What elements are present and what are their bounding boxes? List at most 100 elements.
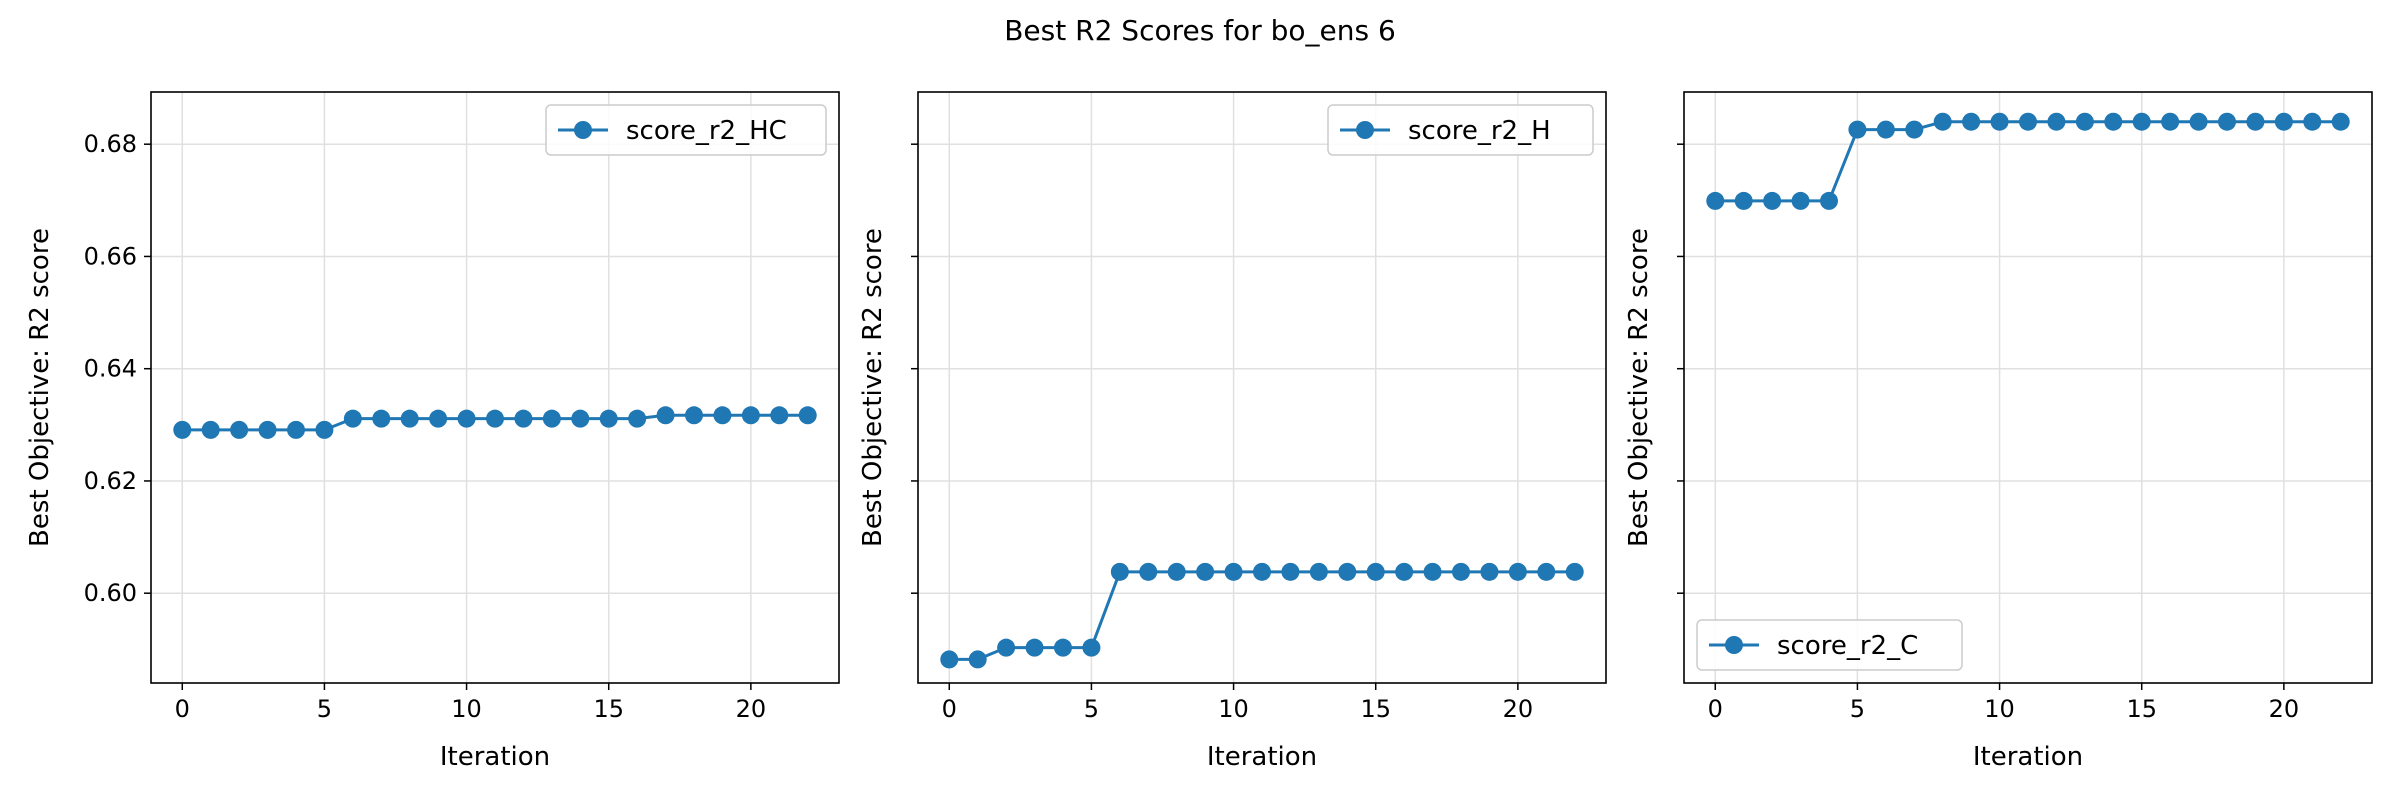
legend-box — [545, 104, 827, 156]
data-point — [286, 420, 305, 439]
chart-panel-1: 0 5 10 15 20 0.60 0.62 0.64 0.66 0.68 Iteration Bes… — [25, 91, 840, 772]
data-point — [1395, 562, 1414, 581]
legend-label: score_r2_HC — [626, 116, 787, 146]
data-point — [1819, 191, 1838, 210]
data-point — [1734, 191, 1753, 210]
plot-frame — [1683, 91, 2373, 684]
legend-marker — [574, 121, 592, 139]
series-line — [1715, 120, 2341, 203]
data-point — [173, 420, 192, 439]
data-point — [1905, 120, 1924, 139]
x-tick-label: 5 — [317, 695, 332, 723]
data-point — [343, 409, 362, 428]
data-point — [315, 420, 334, 439]
y-tick-label: 0.68 — [84, 130, 137, 158]
legend-marker — [1356, 121, 1374, 139]
y-axis-label: Best Objective: R2 score — [1624, 228, 1654, 547]
legend-box — [1327, 104, 1594, 156]
data-point — [2132, 112, 2151, 131]
data-point — [1990, 112, 2009, 131]
data-point — [372, 409, 391, 428]
data-point — [2104, 112, 2123, 131]
x-tick-label: 5 — [1850, 695, 1865, 723]
x-tick-label: 20 — [1503, 695, 1534, 723]
x-tick-label: 0 — [942, 695, 957, 723]
data-point — [429, 409, 448, 428]
data-point — [1452, 562, 1471, 581]
data-point — [685, 406, 704, 425]
x-tick-label: 10 — [451, 695, 482, 723]
data-point — [770, 406, 789, 425]
data-point — [400, 409, 419, 428]
legend-label: score_r2_H — [1408, 116, 1551, 146]
data-point — [1876, 120, 1895, 139]
data-point — [571, 409, 590, 428]
x-axis-label: Iteration — [1973, 742, 2083, 772]
y-tick-label: 0.60 — [84, 579, 137, 607]
data-point — [1224, 562, 1243, 581]
x-tick-label: 20 — [736, 695, 767, 723]
data-point — [1053, 638, 1072, 657]
data-point — [1480, 562, 1499, 581]
data-point — [1423, 562, 1442, 581]
y-tick-label: 0.62 — [84, 467, 137, 495]
data-point — [2075, 112, 2094, 131]
data-point — [656, 406, 675, 425]
data-point — [2218, 112, 2237, 131]
data-point — [628, 409, 647, 428]
x-tick-label: 15 — [593, 695, 624, 723]
legend: score_r2_H — [1327, 104, 1594, 156]
data-point — [1763, 191, 1782, 210]
data-point — [230, 420, 249, 439]
x-tick-label: 15 — [1360, 695, 1391, 723]
data-point — [486, 409, 504, 428]
y-axis-label: Best Objective: R2 score — [25, 228, 55, 547]
data-point — [1281, 562, 1300, 581]
y-tick-label: 0.64 — [84, 355, 137, 383]
data-point — [2303, 112, 2322, 131]
x-tick-label: 0 — [1708, 695, 1723, 723]
x-tick-label: 20 — [2269, 695, 2300, 723]
data-point — [2246, 112, 2265, 131]
data-point — [2331, 112, 2350, 131]
legend: score_r2_HC — [545, 104, 827, 156]
data-point — [741, 406, 760, 425]
data-point — [1082, 638, 1101, 657]
data-point — [940, 650, 959, 669]
data-point — [2274, 112, 2293, 131]
data-point — [1508, 562, 1527, 581]
data-point — [2047, 112, 2066, 131]
data-point — [1537, 562, 1556, 581]
data-point — [2019, 112, 2037, 131]
data-point — [1196, 562, 1215, 581]
y-tick-label: 0.66 — [84, 242, 137, 270]
data-point — [997, 638, 1016, 657]
data-point — [457, 409, 476, 428]
plot-frame — [150, 91, 840, 684]
data-point — [1025, 638, 1044, 657]
data-point — [2189, 112, 2208, 131]
x-tick-label: 15 — [2126, 695, 2157, 723]
data-point — [798, 406, 817, 425]
data-point — [1565, 562, 1584, 581]
data-point — [201, 420, 220, 439]
data-point — [1791, 191, 1810, 210]
x-tick-label: 10 — [1218, 695, 1249, 723]
x-tick-label: 0 — [175, 695, 190, 723]
data-point — [1338, 562, 1357, 581]
figure-title: Best R2 Scores for bo_ens 6 — [1004, 14, 1396, 47]
data-point — [713, 406, 732, 425]
legend-label: score_r2_C — [1777, 631, 1918, 661]
data-point — [968, 650, 987, 669]
legend: score_r2_C — [1696, 619, 1963, 671]
chart-panel-3: 0 5 10 15 20 Iteration Best Objective: R2 scor… — [1624, 91, 2373, 772]
data-point — [1167, 562, 1186, 581]
data-point — [258, 420, 277, 439]
data-point — [1110, 562, 1129, 581]
plot-frame — [917, 91, 1607, 684]
data-point — [542, 409, 561, 428]
chart-panel-2: 0 5 10 15 20 Iteration Best Objective: R2 scor… — [858, 91, 1607, 772]
data-point — [1309, 562, 1328, 581]
